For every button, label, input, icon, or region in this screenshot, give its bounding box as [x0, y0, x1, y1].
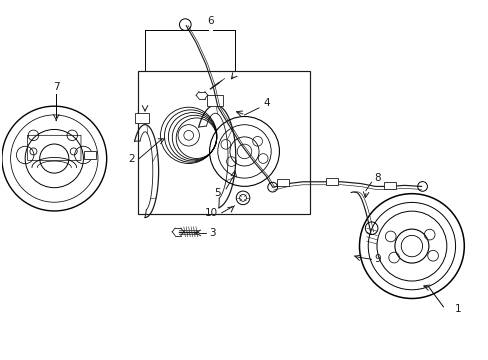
- Text: 9: 9: [374, 253, 381, 264]
- Text: 4: 4: [263, 98, 269, 108]
- Bar: [325, 178, 337, 185]
- Bar: [135, 113, 149, 123]
- Bar: [384, 182, 395, 189]
- Text: 1: 1: [454, 303, 460, 314]
- Text: 8: 8: [374, 173, 381, 183]
- Text: 5: 5: [214, 188, 221, 198]
- Bar: [83, 151, 96, 159]
- Bar: [207, 95, 223, 106]
- Bar: [138, 71, 309, 214]
- Text: 2: 2: [128, 154, 135, 163]
- Text: 7: 7: [53, 82, 60, 92]
- Text: 6: 6: [207, 16, 213, 26]
- Bar: [277, 179, 288, 186]
- Text: 3: 3: [209, 228, 216, 238]
- Text: 10: 10: [204, 208, 218, 218]
